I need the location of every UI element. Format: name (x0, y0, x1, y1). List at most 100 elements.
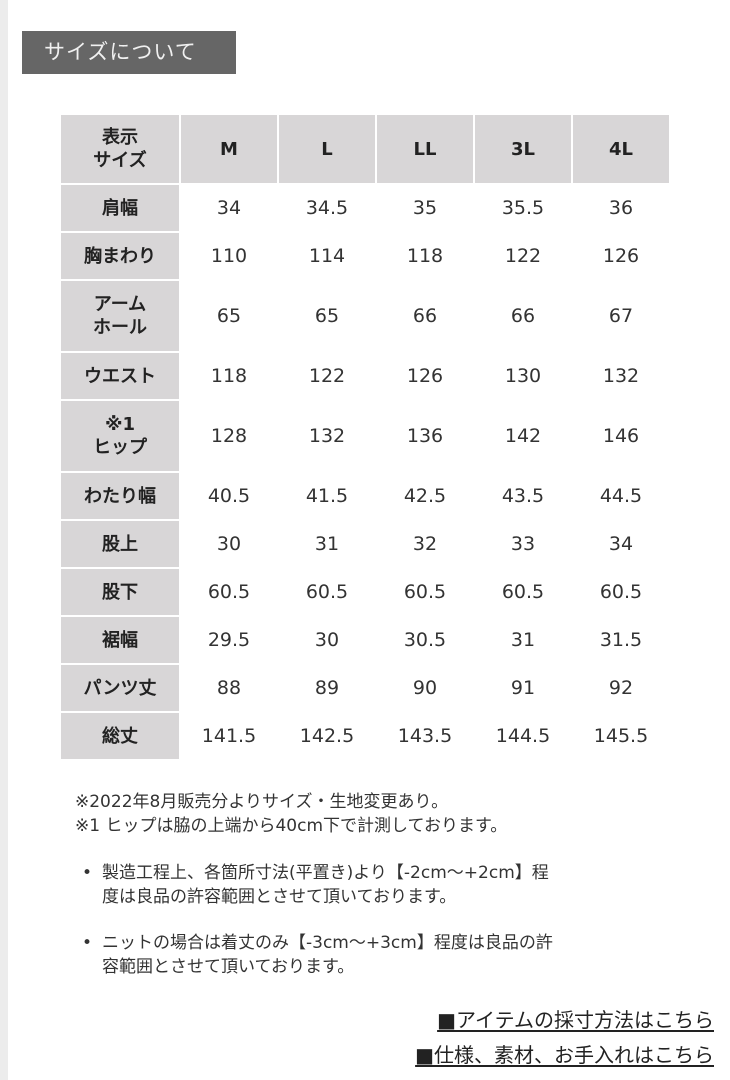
table-cell: 144.5 (495, 725, 551, 747)
size-table: 表示 サイズ M L LL 3L 4L 肩幅 34 34.5 35 35.5 36 胸まわり 110 11… (59, 113, 671, 761)
table-row: ※1 ヒップ 128 132 136 142 146 (61, 401, 669, 471)
table-row: わたり幅 40.5 41.5 42.5 43.5 44.5 (61, 473, 669, 519)
table-cell: 66 (510, 305, 536, 327)
table-cell: 60.5 (403, 581, 447, 603)
table-cell: 60.5 (305, 581, 349, 603)
table-cell: 30 (314, 629, 340, 651)
table-cell: 132 (602, 365, 640, 387)
table-row: パンツ丈 88 89 90 91 92 (61, 665, 669, 711)
table-cell: 35.5 (501, 197, 545, 219)
table-cell: 34 (608, 533, 634, 555)
table-cell: 42.5 (403, 485, 447, 507)
row-label: 肩幅 (61, 185, 179, 231)
table-cell: 90 (412, 677, 438, 699)
table-cell: 142 (504, 425, 542, 447)
table-cell: 32 (412, 533, 438, 555)
bullet-item: • 製造工程上、各箇所寸法(平置き)より【-2cm～+2cm】程 度は良品の許容… (82, 861, 662, 909)
table-cell: 44.5 (599, 485, 643, 507)
size-header-l: L (279, 115, 375, 183)
row-label: ウエスト (61, 353, 179, 399)
table-cell: 60.5 (599, 581, 643, 603)
table-cell: 126 (602, 245, 640, 267)
row-label-line: パンツ丈 (83, 677, 157, 699)
table-cell: 118 (406, 245, 444, 267)
size-header-3l: 3L (475, 115, 571, 183)
table-cell: 128 (210, 425, 248, 447)
row-label-line: 総丈 (102, 725, 138, 747)
table-cell: 114 (308, 245, 346, 267)
table-cell: 65 (216, 305, 242, 327)
row-label-line: 裾幅 (102, 629, 138, 651)
table-cell: 29.5 (207, 629, 251, 651)
row-label: パンツ丈 (61, 665, 179, 711)
corner-line: 表示 (102, 127, 138, 148)
table-cell: 65 (314, 305, 340, 327)
table-cell: 31 (510, 629, 536, 651)
table-cell: 31 (314, 533, 340, 555)
table-cell: 143.5 (397, 725, 453, 747)
table-cell: 31.5 (599, 629, 643, 651)
row-label: わたり幅 (61, 473, 179, 519)
table-cell: 34 (216, 197, 242, 219)
row-label: 裾幅 (61, 617, 179, 663)
row-label-line: 肩幅 (102, 197, 138, 219)
corner-line: サイズ (93, 150, 147, 171)
bullet-icon: • (82, 863, 93, 883)
size-header-ll: LL (377, 115, 473, 183)
table-cell: 30 (216, 533, 242, 555)
note: ※1 ヒップは脇の上端から40cm下で計測しております。 (75, 816, 508, 836)
row-label-line: ※1 (104, 414, 136, 435)
row-label-line: アーム (93, 294, 147, 315)
table-cell: 30.5 (403, 629, 447, 651)
table-cell: 34.5 (305, 197, 349, 219)
table-cell: 110 (210, 245, 248, 267)
table-cell: 88 (216, 677, 242, 699)
bullet-item: • ニットの場合は着丈のみ【-3cm～+3cm】程度は良品の許 容範囲とさせて頂… (82, 931, 662, 979)
table-row: アーム ホール 65 65 66 66 67 (61, 281, 669, 351)
row-label-line: 胸まわり (84, 245, 156, 267)
table-cell: 60.5 (501, 581, 545, 603)
table-cell: 33 (510, 533, 536, 555)
bullet-line: 製造工程上、各箇所寸法(平置き)より【-2cm～+2cm】程 (102, 863, 549, 883)
table-row: 胸まわり 110 114 118 122 126 (61, 233, 669, 279)
table-row: 裾幅 29.5 30 30.5 31 31.5 (61, 617, 669, 663)
table-row: ウエスト 118 122 126 130 132 (61, 353, 669, 399)
size-header-m: M (181, 115, 277, 183)
table-cell: 41.5 (305, 485, 349, 507)
table-cell: 67 (608, 305, 634, 327)
table-cell: 40.5 (207, 485, 251, 507)
row-label: 胸まわり (61, 233, 179, 279)
row-label: 股上 (61, 521, 179, 567)
table-cell: 122 (504, 245, 542, 267)
table-cell: 36 (608, 197, 634, 219)
row-label-line: わたり幅 (84, 485, 156, 507)
bullet-line: 度は良品の許容範囲とさせて頂いております。 (102, 887, 457, 907)
measurement-method-link[interactable]: ■アイテムの採寸方法はこちら (437, 1008, 714, 1032)
table-row: 肩幅 34 34.5 35 35.5 36 (61, 185, 669, 231)
row-label-line: 股下 (102, 581, 138, 603)
table-cell: 43.5 (501, 485, 545, 507)
table-cell: 122 (308, 365, 346, 387)
table-cell: 146 (602, 425, 640, 447)
row-label-line: ウエスト (84, 365, 156, 387)
table-cell: 130 (504, 365, 542, 387)
table-row: 総丈 141.5 142.5 143.5 144.5 145.5 (61, 713, 669, 759)
table-row: 股上 30 31 32 33 34 (61, 521, 669, 567)
table-cell: 89 (314, 677, 340, 699)
row-label: 股下 (61, 569, 179, 615)
row-label-line: ヒップ (93, 437, 147, 458)
table-cell: 145.5 (593, 725, 649, 747)
table-cell: 60.5 (207, 581, 251, 603)
table-row: 股下 60.5 60.5 60.5 60.5 60.5 (61, 569, 669, 615)
table-cell: 126 (406, 365, 444, 387)
bullet-line: 容範囲とさせて頂いております。 (102, 957, 355, 977)
table-cell: 118 (210, 365, 248, 387)
table-cell: 141.5 (201, 725, 257, 747)
row-label-line: 股上 (102, 533, 138, 555)
table-cell: 66 (412, 305, 438, 327)
table-cell: 92 (608, 677, 634, 699)
page-edge (0, 0, 8, 1080)
table-cell: 142.5 (299, 725, 355, 747)
table-cell: 136 (406, 425, 444, 447)
specs-care-link[interactable]: ■仕様、素材、お手入れはこちら (415, 1043, 714, 1067)
